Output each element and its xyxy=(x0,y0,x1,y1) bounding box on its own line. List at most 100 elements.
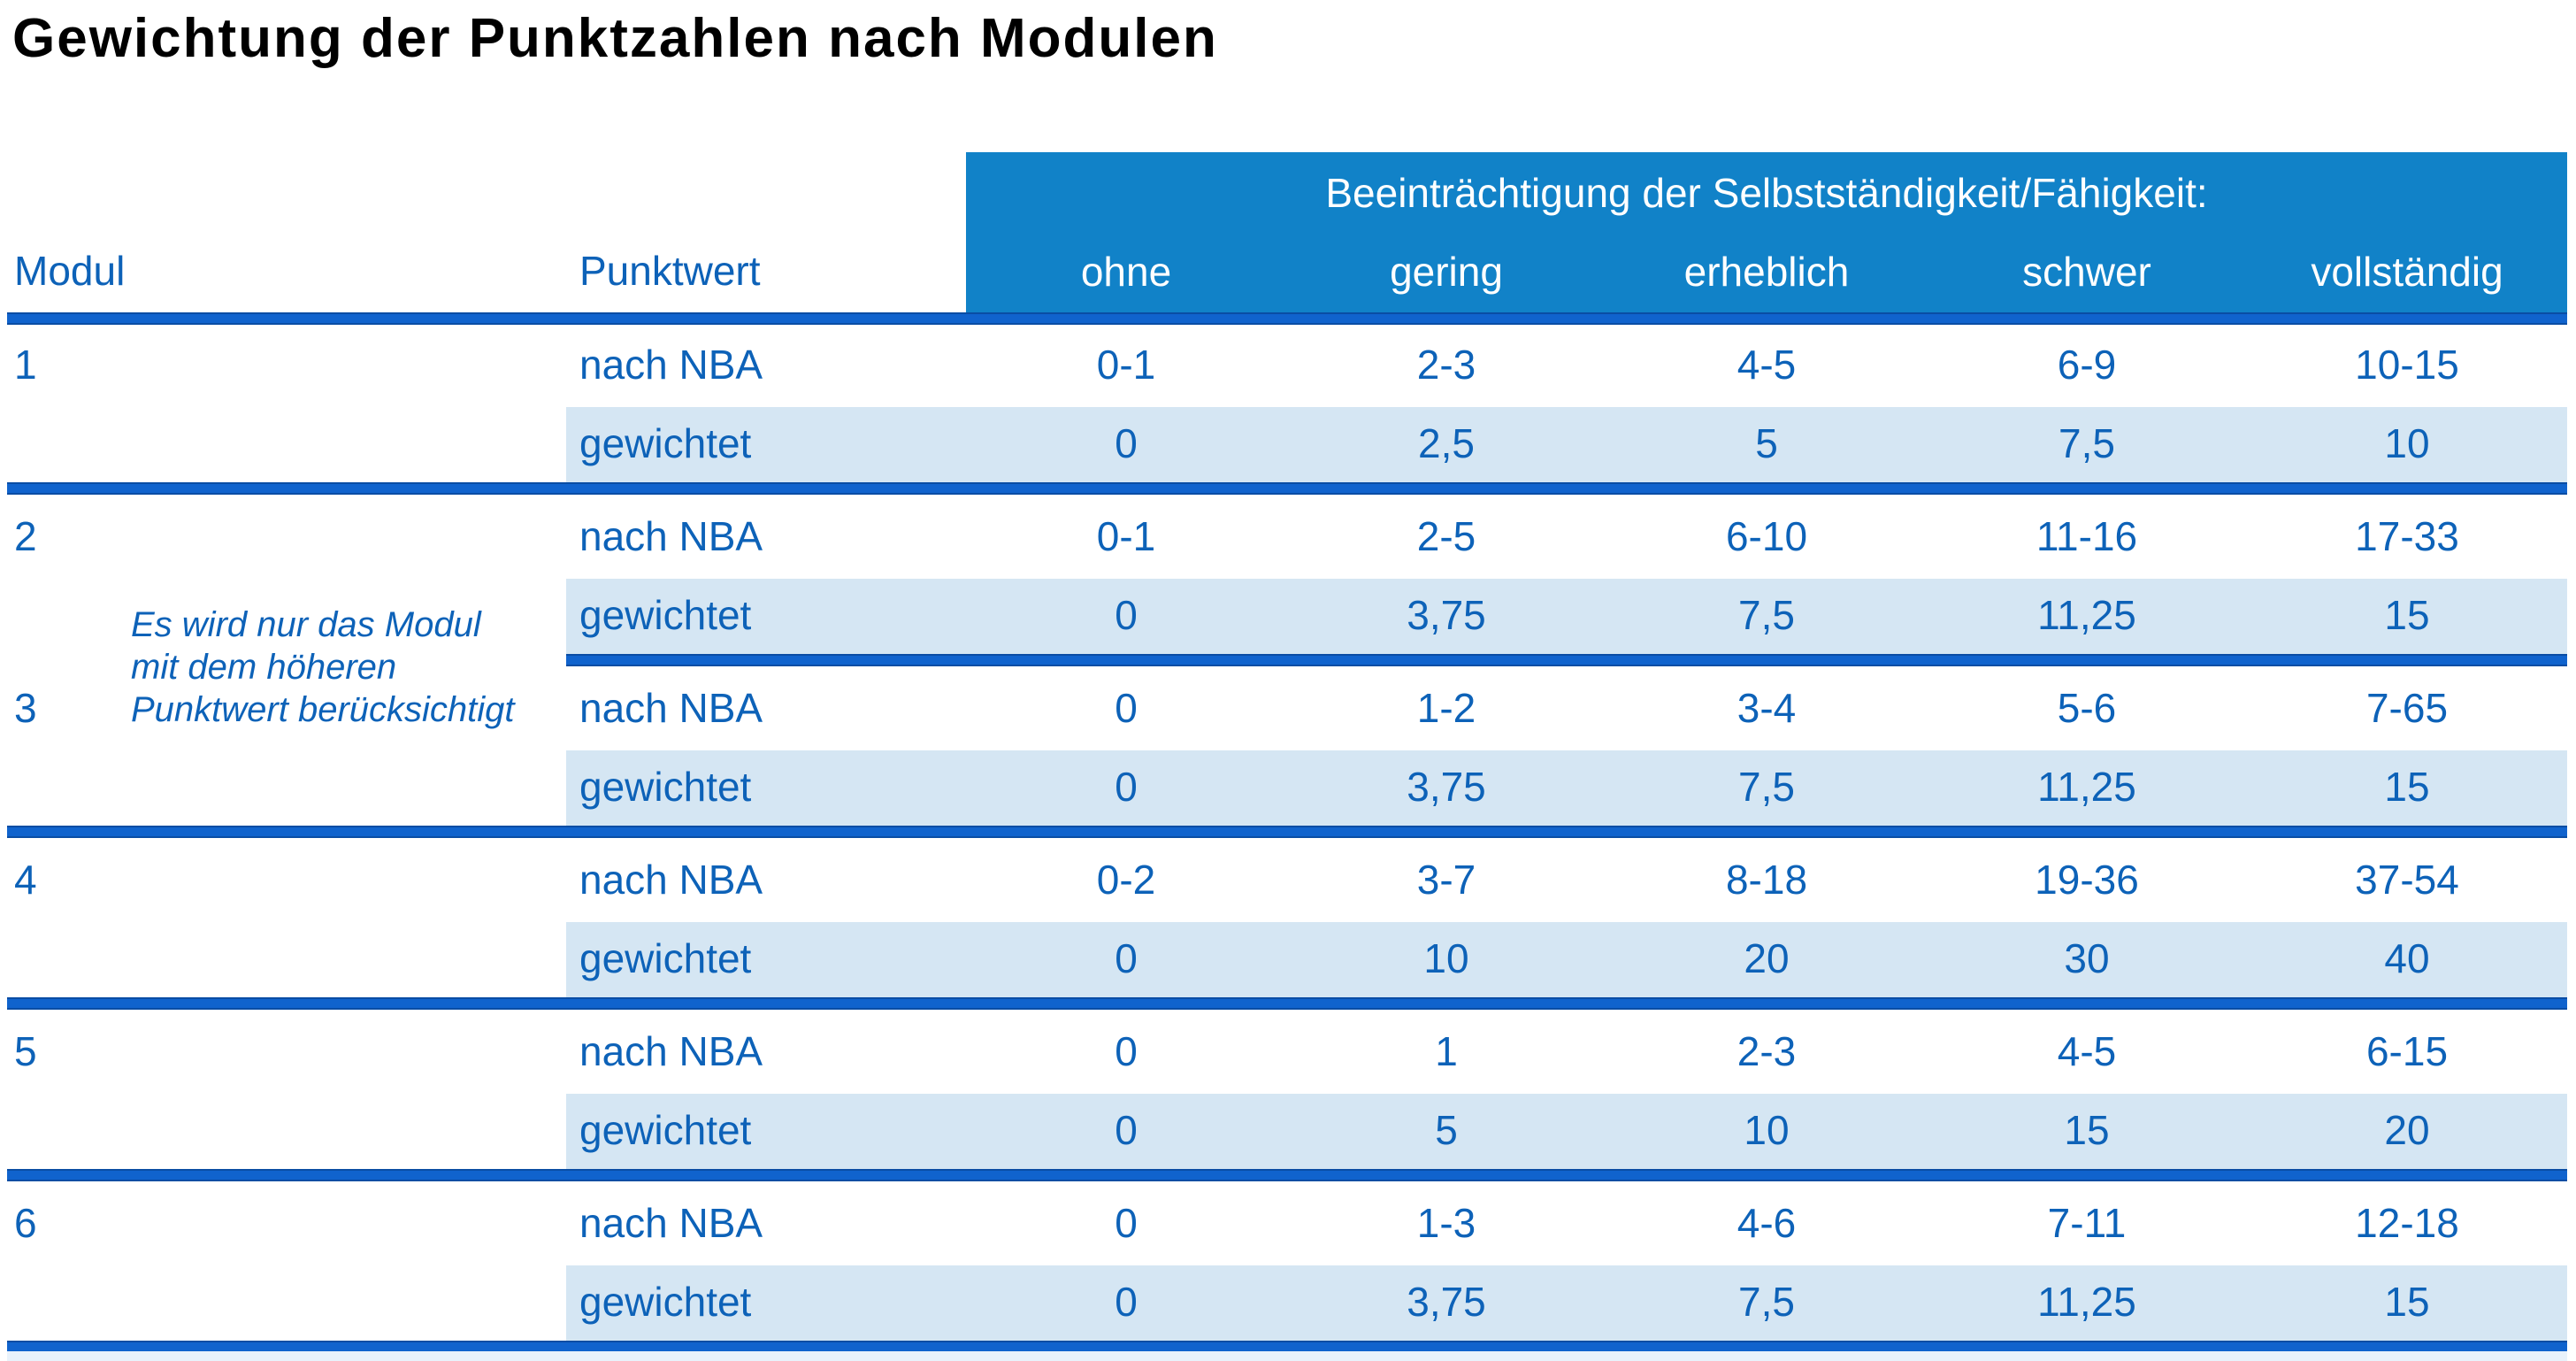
table-row: 3 nach NBA 0 1-2 3-4 5-6 7-65 xyxy=(0,667,2567,748)
table-header-band: Beeinträchtigung der Selbstständigkeit/F… xyxy=(966,152,2567,312)
row-label-weighted: gewichtet xyxy=(579,420,752,466)
table-row: 2 nach NBA 0-1 2-5 6-10 11-16 17-33 xyxy=(0,496,2567,576)
row-label-nba: nach NBA xyxy=(579,684,763,731)
row-label-weighted: gewichtet xyxy=(579,592,752,638)
cell-value: 20 xyxy=(1744,935,1790,981)
cell-value: 15 xyxy=(2384,764,2430,810)
cell-value: 17-33 xyxy=(2355,512,2459,559)
cell-value: 0-1 xyxy=(1096,512,1156,559)
group-separator-line xyxy=(7,997,2567,1010)
col-header-modul: Modul xyxy=(14,248,126,294)
col-header-punktwert: Punktwert xyxy=(579,248,761,294)
band-title: Beeinträchtigung der Selbstständigkeit/F… xyxy=(1325,170,2208,216)
severity-header-row: ohne gering erheblich schwer vollständig xyxy=(966,251,2567,292)
group-separator-line xyxy=(7,482,2567,495)
cell-value: 0 xyxy=(1115,1279,1138,1325)
cell-value: 5-6 xyxy=(2057,684,2117,731)
cell-value: 7,5 xyxy=(2058,420,2115,466)
table-row: 5 nach NBA 0 1 2-3 4-5 6-15 xyxy=(0,1011,2567,1091)
note-line: Punktwert berücksichtigt xyxy=(131,690,515,729)
cell-value: 11,25 xyxy=(2037,764,2136,810)
cell-value: 0 xyxy=(1115,1107,1138,1153)
cell-value: 0-2 xyxy=(1096,856,1156,903)
cell-value: 0 xyxy=(1115,1027,1138,1074)
cell-value: 2-3 xyxy=(1736,1027,1797,1074)
col-header-vollstaendig: vollständig xyxy=(2311,249,2503,295)
module-2-3-note: Es wird nur das Modul mit dem höheren Pu… xyxy=(131,604,591,731)
cell-value: 5 xyxy=(1435,1107,1458,1153)
cell-value: 4-6 xyxy=(1736,1199,1797,1246)
module-group-5: 5 nach NBA 0 1 2-3 4-5 6-15 gewichtet 0 … xyxy=(0,1011,2567,1181)
cell-value: 10 xyxy=(1744,1107,1790,1153)
row-label-nba: nach NBA xyxy=(579,1199,763,1246)
cell-value: 11,25 xyxy=(2037,592,2136,638)
col-header-erheblich: erheblich xyxy=(1683,249,1850,295)
cell-value: 7,5 xyxy=(1738,1279,1795,1325)
row-label-nba: nach NBA xyxy=(579,341,763,388)
cell-value: 10 xyxy=(2384,420,2430,466)
cell-value: 37-54 xyxy=(2355,856,2459,903)
table-row: gewichtet 0 3,75 7,5 11,25 15 xyxy=(0,1263,2567,1341)
cell-value: 30 xyxy=(2064,935,2110,981)
col-header-ohne: ohne xyxy=(1080,249,1172,295)
module-number: 6 xyxy=(14,1199,37,1246)
module-number: 2 xyxy=(14,512,37,559)
group-separator-line-partial xyxy=(566,654,2567,666)
cell-value: 0 xyxy=(1115,420,1138,466)
row-label-weighted: gewichtet xyxy=(579,764,752,810)
cell-value: 7-65 xyxy=(2365,684,2449,731)
cell-value: 0-1 xyxy=(1096,341,1156,388)
cell-value: 11-16 xyxy=(2036,512,2138,559)
header-divider-line xyxy=(7,312,2567,325)
cell-value: 1 xyxy=(1435,1027,1458,1074)
cell-value: 15 xyxy=(2384,1279,2430,1325)
cell-value: 2-3 xyxy=(1416,341,1476,388)
cell-value: 7-11 xyxy=(2047,1199,2127,1246)
cell-value: 15 xyxy=(2384,592,2430,638)
group-separator-line xyxy=(7,1341,2567,1353)
cell-value: 6-9 xyxy=(2057,341,2117,388)
module-number: 4 xyxy=(14,856,37,903)
module-group-2: 2 nach NBA 0-1 2-5 6-10 11-16 17-33 gewi… xyxy=(0,496,2567,666)
cell-value: 0 xyxy=(1115,592,1138,638)
cell-value: 1-3 xyxy=(1416,1199,1476,1246)
cell-value: 6-10 xyxy=(1725,512,1808,559)
cell-value: 8-18 xyxy=(1725,856,1808,903)
cell-value: 12-18 xyxy=(2355,1199,2459,1246)
row-label-weighted: gewichtet xyxy=(579,1279,752,1325)
cell-value: 3,75 xyxy=(1407,764,1486,810)
cell-value: 3,75 xyxy=(1407,1279,1486,1325)
cell-value: 6-15 xyxy=(2365,1027,2449,1074)
cell-value: 2-5 xyxy=(1416,512,1476,559)
cell-value: 5 xyxy=(1755,420,1778,466)
row-label-weighted: gewichtet xyxy=(579,935,752,981)
cell-value: 7,5 xyxy=(1738,592,1795,638)
cell-value: 2,5 xyxy=(1418,420,1475,466)
cell-value: 40 xyxy=(2384,935,2430,981)
module-group-1: 1 nach NBA 0-1 2-3 4-5 6-9 10-15 gewicht… xyxy=(0,324,2567,495)
table-row: gewichtet 0 3,75 7,5 11,25 15 xyxy=(0,576,2567,654)
table-row: gewichtet 0 3,75 7,5 11,25 15 xyxy=(0,748,2567,826)
module-number: 1 xyxy=(14,341,37,388)
cell-value: 1-2 xyxy=(1416,684,1476,731)
module-number: 3 xyxy=(14,684,37,731)
row-label-weighted: gewichtet xyxy=(579,1107,752,1153)
row-label-nba: nach NBA xyxy=(579,1027,763,1074)
group-separator-line xyxy=(7,826,2567,838)
cell-value: 0 xyxy=(1115,684,1138,731)
module-group-4: 4 nach NBA 0-2 3-7 8-18 19-36 37-54 gewi… xyxy=(0,839,2567,1010)
cell-value: 4-5 xyxy=(2057,1027,2117,1074)
table-row: 4 nach NBA 0-2 3-7 8-18 19-36 37-54 xyxy=(0,839,2567,919)
row-label-nba: nach NBA xyxy=(579,512,763,559)
cell-value: 0 xyxy=(1115,935,1138,981)
bottom-accent-strip xyxy=(7,1351,2567,1361)
table-row: 6 nach NBA 0 1-3 4-6 7-11 12-18 xyxy=(0,1182,2567,1263)
col-header-gering: gering xyxy=(1390,249,1503,295)
cell-value: 7,5 xyxy=(1738,764,1795,810)
table-row: gewichtet 0 2,5 5 7,5 10 xyxy=(0,404,2567,482)
note-line: Es wird nur das Modul xyxy=(131,605,481,644)
cell-value: 3-7 xyxy=(1416,856,1476,903)
table-row: gewichtet 0 10 20 30 40 xyxy=(0,919,2567,997)
